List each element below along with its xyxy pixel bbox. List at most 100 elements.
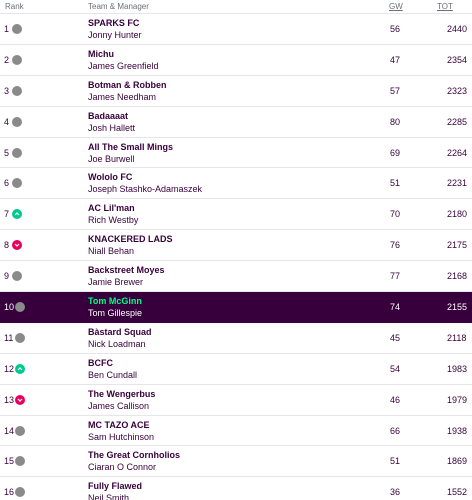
table-row[interactable]: 15 The Great Cornholios Ciaran O Connor 51 1… <box>0 446 472 478</box>
rank-number: 1 <box>4 24 10 34</box>
table-row[interactable]: 6 Wololo FC Joseph Stashko-Adamaszek 51 2231 <box>0 168 472 200</box>
manager-name: Neil Smith <box>88 493 130 500</box>
gameweek-points: 45 <box>390 332 401 343</box>
team-name-link[interactable]: BCFC <box>88 357 113 368</box>
table-row[interactable]: 4 Badaaaat Josh Hallett 80 2285 <box>0 107 472 138</box>
manager-name: Tom Gillespie <box>88 308 143 319</box>
team-name-link[interactable]: All The Small Mings <box>88 141 174 152</box>
dot-icon <box>12 54 22 65</box>
rank-number: 15 <box>4 456 15 467</box>
rank-number: 11 <box>4 332 14 343</box>
arrow-down-icon <box>15 394 25 405</box>
total-points: 1938 <box>447 425 468 436</box>
manager-name: Joseph Stashko-Adamaszek <box>88 184 203 195</box>
team-name-link[interactable]: The Wengerbus <box>88 388 156 399</box>
gameweek-points: 57 <box>390 85 401 96</box>
rank-number: 7 <box>4 209 10 220</box>
rank-number: 14 <box>4 425 15 436</box>
gameweek-points: 54 <box>390 363 401 374</box>
dot-icon <box>15 456 25 467</box>
standings-rows: 1 SPARKS FC Jonny Hunter 56 2440 2 Michu James … <box>0 14 472 500</box>
total-points: 2323 <box>447 85 468 96</box>
gameweek-points: 77 <box>390 271 401 282</box>
team-name-link[interactable]: Fully Flawed <box>88 481 143 492</box>
rank-number: 10 <box>4 302 15 313</box>
team-name-link[interactable]: Wololo FC <box>88 172 133 183</box>
gameweek-points: 51 <box>390 178 401 189</box>
gameweek-points: 70 <box>390 209 401 220</box>
rank-number: 6 <box>4 178 10 189</box>
manager-name: James Callison <box>88 400 150 411</box>
team-name-link[interactable]: AC Lil'man <box>88 203 135 214</box>
table-row[interactable]: 5 All The Small Mings Joe Burwell 69 2264 <box>0 138 472 169</box>
total-points: 1869 <box>447 456 468 467</box>
dot-icon <box>15 425 25 436</box>
gameweek-points: 69 <box>390 147 401 158</box>
dot-icon <box>15 302 25 313</box>
arrow-up-icon <box>12 209 22 220</box>
dot-icon <box>12 271 22 282</box>
gameweek-points: 47 <box>390 54 401 65</box>
total-points: 1983 <box>447 363 468 374</box>
table-row[interactable]: 14 MC TAZO ACE Sam Hutchinson 66 1938 <box>0 416 472 447</box>
team-name-link[interactable]: Bàstard Squad <box>88 326 152 337</box>
gameweek-points: 66 <box>390 425 401 436</box>
dot-icon <box>12 147 22 158</box>
team-name-link[interactable]: Badaaaat <box>88 110 129 121</box>
table-row[interactable]: 1 SPARKS FC Jonny Hunter 56 2440 <box>0 14 472 45</box>
total-points: 2264 <box>447 147 468 158</box>
total-points: 2180 <box>447 209 468 220</box>
rank-number: 13 <box>4 394 15 405</box>
gameweek-points: 56 <box>390 24 401 34</box>
gameweek-points: 51 <box>390 456 401 467</box>
dot-icon <box>15 487 25 498</box>
table-row[interactable]: 16 Fully Flawed Neil Smith 36 1552 <box>0 477 472 500</box>
team-name-link[interactable]: MC TAZO ACE <box>88 419 150 430</box>
table-row[interactable]: 11 Bàstard Squad Nick Loadman 45 2118 <box>0 323 472 354</box>
team-name-link[interactable]: KNACKERED LADS <box>88 234 173 245</box>
table-header: Rank Team & Manager GW TOT <box>0 0 472 14</box>
rank-number: 12 <box>4 363 15 374</box>
total-points: 2168 <box>447 271 468 282</box>
manager-name: James Needham <box>88 91 157 102</box>
total-points: 2354 <box>447 54 468 65</box>
table-row[interactable]: 9 Backstreet Moyes Jamie Brewer 77 2168 <box>0 261 472 293</box>
team-name-link[interactable]: Tom McGinn <box>88 296 142 307</box>
header-team-manager: Team & Manager <box>88 2 149 11</box>
gameweek-points: 76 <box>390 240 401 251</box>
manager-name: Sam Hutchinson <box>88 431 155 442</box>
rank-number: 4 <box>4 116 10 127</box>
rank-number: 3 <box>4 85 10 96</box>
total-points: 1552 <box>447 487 468 498</box>
rank-number: 2 <box>4 54 10 65</box>
manager-name: Ben Cundall <box>88 369 138 380</box>
dot-icon <box>12 85 22 96</box>
manager-name: Joe Burwell <box>88 153 135 164</box>
table-row[interactable]: 3 Botman & Robben James Needham 57 2323 <box>0 76 472 107</box>
dot-icon <box>15 332 25 343</box>
team-name-link[interactable]: The Great Cornholios <box>88 450 181 461</box>
total-points: 2440 <box>447 24 468 34</box>
team-name-link[interactable]: Michu <box>88 48 114 59</box>
team-name-link[interactable]: Botman & Robben <box>88 79 167 90</box>
table-row[interactable]: 13 The Wengerbus James Callison 46 1979 <box>0 385 472 416</box>
table-row[interactable]: 2 Michu James Greenfield 47 2354 <box>0 45 472 76</box>
table-row[interactable]: 12 BCFC Ben Cundall 54 1983 <box>0 354 472 385</box>
total-points: 2175 <box>447 240 468 251</box>
manager-name: James Greenfield <box>88 60 159 71</box>
manager-name: Ciaran O Connor <box>88 462 157 473</box>
table-row[interactable]: 7 AC Lil'man Rich Westby 70 2180 <box>0 199 472 231</box>
manager-name: Nick Loadman <box>88 338 146 349</box>
total-points: 2231 <box>447 178 468 189</box>
header-gw-sort[interactable]: GW <box>389 2 403 11</box>
gameweek-points: 80 <box>390 116 401 127</box>
header-tot-sort[interactable]: TOT <box>437 2 453 11</box>
table-row[interactable]: 10 Tom McGinn Tom Gillespie 74 2155 <box>0 292 472 323</box>
total-points: 2118 <box>447 332 467 343</box>
team-name-link[interactable]: SPARKS FC <box>88 18 140 28</box>
dot-icon <box>12 24 22 34</box>
team-name-link[interactable]: Backstreet Moyes <box>88 265 165 276</box>
manager-name: Josh Hallett <box>88 122 136 133</box>
table-row[interactable]: 8 KNACKERED LADS Niall Behan 76 2175 <box>0 230 472 262</box>
